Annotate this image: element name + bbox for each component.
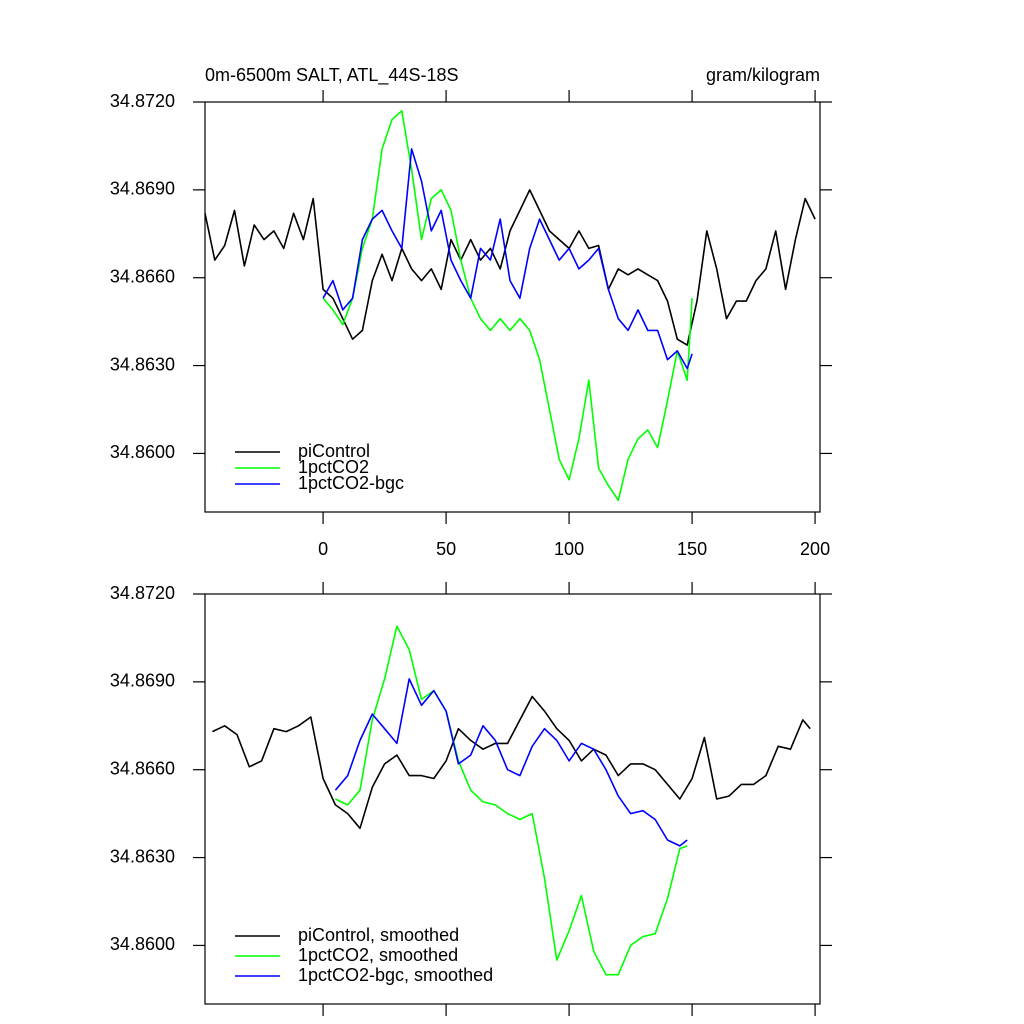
plot-frame (204, 593, 821, 1005)
y-tick-label: 34.8630 (110, 354, 175, 374)
y-tick-label: 34.8720 (110, 583, 175, 603)
x-tick-label: 100 (554, 539, 584, 559)
data-line (322, 110, 693, 502)
legend-label: 1pctCO2 (298, 457, 369, 477)
y-tick-label: 34.8660 (110, 266, 175, 286)
data-line (335, 625, 688, 976)
x-tick-label: 200 (800, 539, 830, 559)
legend-label: 1pctCO2, smoothed (298, 945, 458, 965)
chart-title: 0m-6500m SALT, ATL_44S-18S (205, 65, 458, 86)
y-tick-label: 34.8720 (110, 91, 175, 111)
legend-label: 1pctCO2-bgc (298, 473, 404, 493)
y-tick-label: 34.8690 (110, 671, 175, 691)
data-line (212, 695, 811, 830)
data-line (334, 678, 688, 847)
x-tick-label: 50 (436, 539, 456, 559)
x-tick-label: 0 (318, 539, 328, 559)
y-tick-label: 34.8630 (110, 846, 175, 866)
legend-label: piControl, smoothed (298, 925, 459, 945)
legend-label: piControl (298, 441, 370, 461)
data-line (322, 148, 693, 370)
y-tick-label: 34.8690 (110, 179, 175, 199)
data-line (204, 189, 816, 346)
plot-frame (204, 101, 821, 513)
y-tick-label: 34.8600 (110, 442, 175, 462)
units-label: gram/kilogram (706, 65, 820, 85)
y-tick-label: 34.8660 (110, 758, 175, 778)
x-tick-label: 150 (677, 539, 707, 559)
legend-label: 1pctCO2-bgc, smoothed (298, 965, 493, 985)
y-tick-label: 34.8600 (110, 934, 175, 954)
